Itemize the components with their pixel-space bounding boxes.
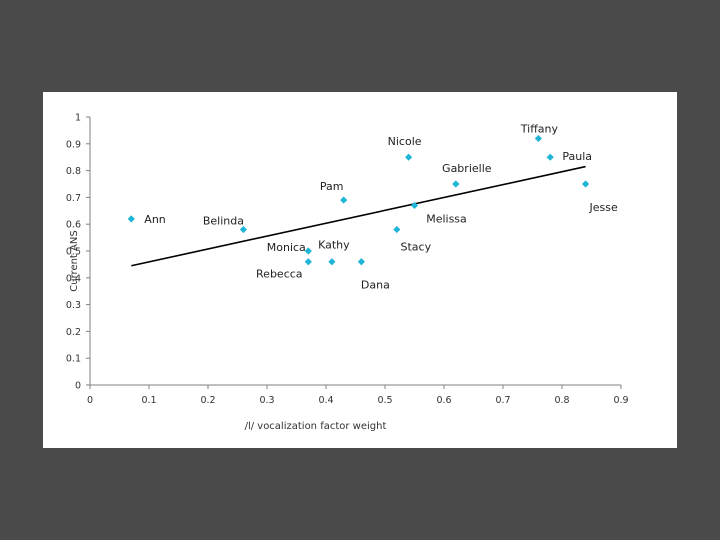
data-point-label: Monica (267, 241, 306, 254)
y-tick-label: 0.6 (66, 220, 81, 231)
data-point-label: Nicole (388, 135, 422, 148)
data-point (328, 258, 336, 266)
x-tick-label: 0.6 (436, 395, 451, 406)
x-tick-label: 0.3 (259, 395, 274, 406)
data-point-label: Belinda (203, 215, 244, 228)
data-point-label: Pam (320, 180, 344, 193)
trend-line (131, 165, 586, 267)
y-tick-label: 0.2 (66, 327, 81, 338)
y-tick-label: 0.5 (66, 247, 81, 258)
data-point-label: Gabrielle (442, 162, 492, 175)
data-point-label: Jesse (588, 201, 617, 214)
x-tick-label: 0.2 (200, 395, 215, 406)
x-axis-ticks: 0 0.1 0.2 0.3 0.4 0.5 0.6 0.7 0.8 0.9 (87, 385, 629, 406)
y-tick-label: 0.1 (66, 354, 81, 365)
data-point-label: Stacy (401, 241, 432, 254)
y-tick-label: 1 (75, 113, 81, 124)
x-tick-label: 0 (87, 395, 93, 406)
data-point-labels: Ann Belinda Monica Rebecca Kathy Pam Dana Stacy… (144, 122, 618, 291)
data-point-label: Paula (562, 150, 592, 163)
data-point (127, 215, 135, 223)
data-point (546, 153, 554, 161)
y-axis-ticks: 0 0.1 0.2 0.3 0.4 0.5 0.6 0.7 0.8 0.9 1 (66, 113, 90, 392)
chart-panel: 0 0.1 0.2 0.3 0.4 0.5 0.6 0.7 0.8 0.9 1 0 0.1 0.2 0.3… (43, 92, 677, 448)
data-point-label: Dana (361, 279, 390, 292)
y-tick-label: 0.4 (66, 273, 81, 284)
data-point-label: Rebecca (256, 268, 303, 281)
data-point (340, 196, 348, 204)
data-point (582, 180, 590, 188)
data-point (239, 225, 247, 234)
data-point (405, 153, 413, 161)
data-point-label: Ann (144, 213, 165, 226)
data-point (410, 201, 419, 210)
data-point (304, 247, 312, 255)
y-axis-title: Current ANS (69, 230, 80, 291)
data-point (393, 225, 401, 234)
data-points (127, 134, 590, 266)
x-tick-label: 0.1 (141, 395, 156, 406)
data-point-label: Melissa (426, 212, 467, 225)
x-tick-label: 0.7 (495, 395, 510, 406)
x-tick-label: 0.9 (613, 395, 628, 406)
x-tick-label: 0.8 (554, 395, 569, 406)
x-axis-title: /l/ vocalization factor weight (245, 421, 387, 432)
data-point (304, 258, 312, 266)
x-tick-label: 0.5 (377, 395, 392, 406)
data-point (534, 134, 542, 143)
data-point-label: Tiffany (520, 122, 559, 135)
data-point (357, 258, 365, 266)
data-point-label: Kathy (318, 239, 350, 252)
scatter-chart: 0 0.1 0.2 0.3 0.4 0.5 0.6 0.7 0.8 0.9 1 0 0.1 0.2 0.3… (66, 113, 629, 433)
data-point (452, 180, 460, 188)
y-tick-label: 0.7 (66, 193, 81, 204)
y-tick-label: 0.8 (66, 166, 81, 177)
x-tick-label: 0.4 (318, 395, 333, 406)
y-tick-label: 0.3 (66, 300, 81, 311)
y-tick-label: 0 (75, 381, 81, 392)
y-tick-label: 0.9 (66, 139, 81, 150)
